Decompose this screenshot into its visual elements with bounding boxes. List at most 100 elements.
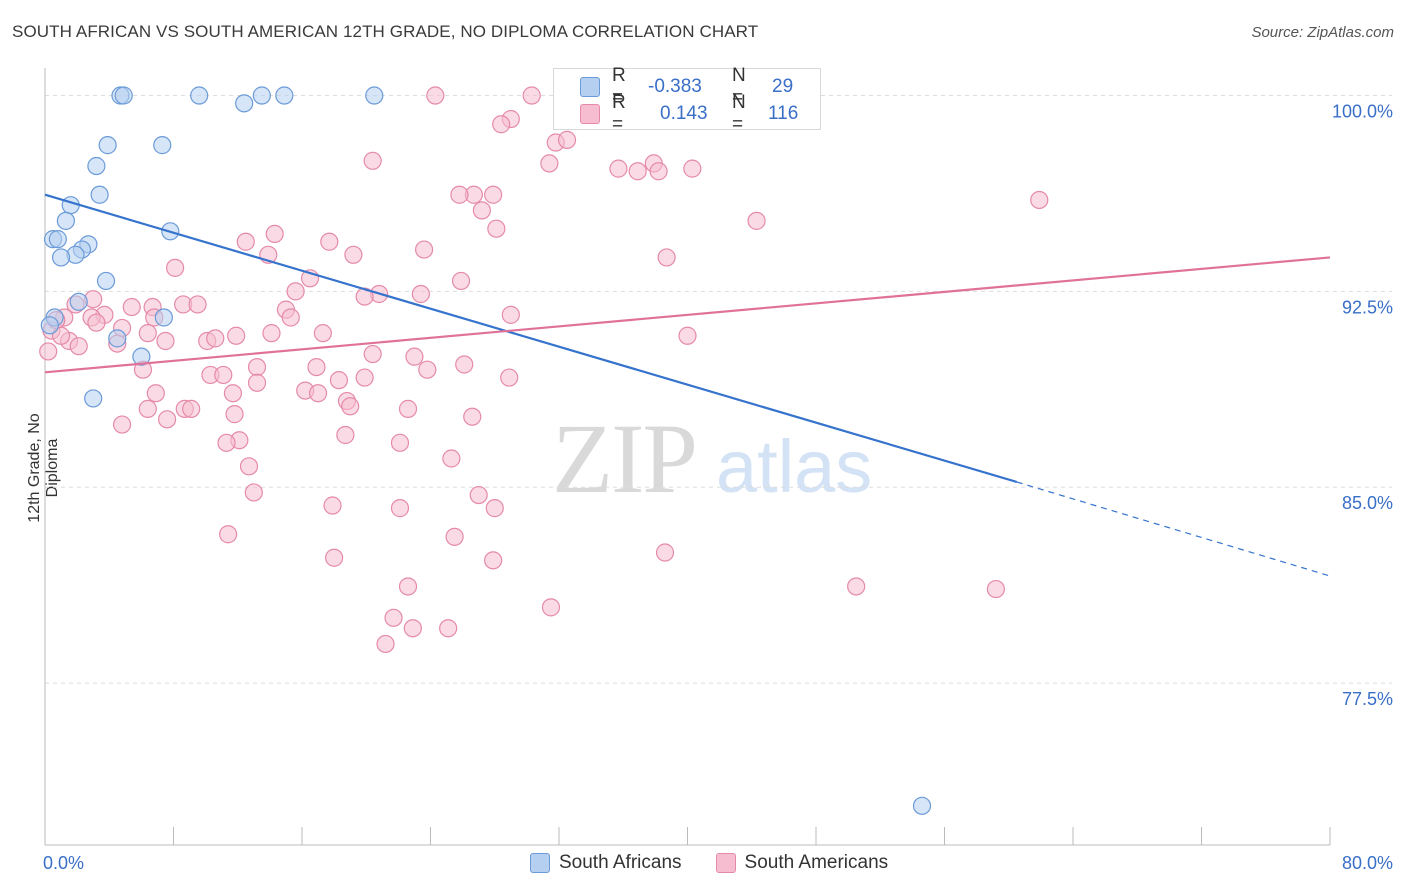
south-american-point [678,326,697,345]
south-african-point [154,308,173,327]
south-american-point [51,326,71,345]
south-american-point [747,211,766,230]
watermark-zip: ZIP [552,403,696,514]
legend-item-south-africans[interactable]: South Africans [530,852,682,874]
south-american-point [308,384,328,403]
south-american-point [557,130,577,149]
south-american-point [217,433,236,452]
south-american-point [344,245,363,264]
south-american-point [323,496,342,515]
south-american-point [87,313,106,332]
south-american-point [609,159,628,178]
south-american-point [469,485,488,505]
south-african-point [84,389,103,408]
south-american-point [986,579,1006,599]
legend-swatch-pink [715,853,736,873]
south-american-point [146,384,165,403]
n-value-south-americans: 116 [768,103,799,124]
south-american-point [307,357,326,377]
south-african-point [153,136,172,155]
legend-swatch-blue [530,853,550,873]
y-tick-label: 77.5% [1342,689,1393,709]
south-african-point [108,329,127,348]
south-american-point [138,324,157,343]
south-african-point [56,211,75,230]
south-american-point [411,284,430,304]
south-american-point [405,347,424,366]
legend: South Africans South Americans [530,852,888,874]
stats-swatch-blue [580,77,600,97]
south-american-point [265,224,284,244]
south-american-point [156,331,175,351]
n-label: N = [732,65,746,108]
south-african-point [252,86,271,105]
south-american-point [522,86,541,105]
south-american-point [463,407,482,426]
south-american-point [484,185,503,204]
south-american-point [439,619,458,638]
south-american-point [484,551,503,570]
south-african-point [912,796,932,815]
south-american-point [206,329,225,348]
n-value-south-africans: 29 [772,76,794,97]
south-african-point [275,86,294,105]
legend-label-south-africans: South Africans [559,852,682,873]
south-american-point [313,324,332,343]
south-americans-points [39,86,1049,654]
south-africans-trend-extension [1016,481,1331,577]
south-african-point [96,271,116,291]
legend-label-south-americans: South Americans [744,852,889,873]
axes [44,68,1331,846]
south-american-point [445,527,464,546]
south-american-point [286,282,305,301]
legend-item-south-americans[interactable]: South Americans [715,852,889,874]
south-african-point [132,347,151,366]
south-african-point [114,86,133,105]
chart-title: SOUTH AFRICAN VS SOUTH AMERICAN 12TH GRA… [12,22,759,41]
south-american-point [414,240,434,259]
south-american-point [451,271,471,291]
south-american-point [157,410,177,429]
south-american-point [426,86,445,105]
south-american-point [657,248,676,267]
south-american-point [455,355,474,374]
south-american-point [247,357,267,377]
south-american-point [329,371,349,390]
south-african-point [235,94,254,113]
south-american-point [403,619,422,638]
south-american-point [492,115,511,134]
y-tick-labels: 100.0% 92.5% 85.0% 77.5% [1332,102,1393,710]
south-american-point [485,499,504,518]
south-american-point [247,373,267,392]
r-label: R = [612,92,626,135]
south-american-point [501,305,520,324]
south-american-point [384,608,403,627]
south-american-point [390,499,410,518]
south-american-point [325,548,344,567]
x-tick-label-min: 0.0% [43,853,84,873]
south-american-point [376,634,395,654]
south-american-point [450,185,469,204]
south-african-point [51,248,71,267]
south-american-point [214,365,233,385]
south-american-point [472,201,491,220]
trend-lines [44,193,1331,577]
y-tick-label: 100.0% [1332,102,1393,122]
south-american-point [236,232,255,251]
stats-swatch-pink [580,104,600,124]
r-value-south-americans: 0.143 [660,103,708,124]
south-american-point [244,483,263,502]
south-american-point [223,384,243,403]
south-american-point [122,297,141,317]
south-american-point [655,543,675,562]
south-american-point [540,154,559,173]
south-american-point [649,162,668,181]
south-american-point [541,598,561,617]
grid [45,95,1392,684]
south-africans-trend-line [44,193,1018,484]
y-tick-label: 85.0% [1342,493,1393,513]
south-american-point [398,399,418,418]
south-american-point [188,295,207,314]
south-americans-trend-line [44,256,1331,374]
